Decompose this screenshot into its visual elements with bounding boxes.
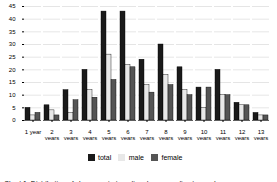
svg-text:11years: 11years bbox=[216, 129, 231, 140]
svg-text:25: 25 bbox=[9, 54, 16, 60]
svg-text:1 year: 1 year bbox=[25, 129, 42, 135]
html-text:female: female bbox=[161, 154, 183, 161]
svg-text:2years: 2years bbox=[45, 129, 60, 140]
svg-text:30: 30 bbox=[9, 41, 16, 47]
svg-text:40: 40 bbox=[9, 16, 16, 22]
svg-text:12years: 12years bbox=[235, 129, 250, 140]
html-text:total: total bbox=[98, 154, 112, 161]
svg-text:7years: 7years bbox=[140, 129, 155, 140]
svg-text:4years: 4years bbox=[83, 129, 98, 140]
svg-text:20: 20 bbox=[9, 67, 16, 73]
svg-text:8years: 8years bbox=[159, 129, 174, 140]
svg-text:13years: 13years bbox=[254, 129, 269, 140]
svg-text:9years: 9years bbox=[178, 129, 193, 140]
svg-text:0: 0 bbox=[12, 117, 16, 123]
svg-text:5years: 5years bbox=[102, 129, 117, 140]
svg-text:15: 15 bbox=[9, 79, 16, 85]
svg-text:10: 10 bbox=[9, 92, 16, 98]
svg-text:5: 5 bbox=[12, 105, 16, 111]
svg-text:6years: 6years bbox=[121, 129, 136, 140]
svg-text:45: 45 bbox=[9, 3, 16, 9]
svg-text:3years: 3years bbox=[64, 129, 79, 140]
svg-text:10years: 10years bbox=[197, 129, 212, 140]
svg-text:35: 35 bbox=[9, 29, 16, 35]
html-text:male: male bbox=[128, 154, 144, 161]
